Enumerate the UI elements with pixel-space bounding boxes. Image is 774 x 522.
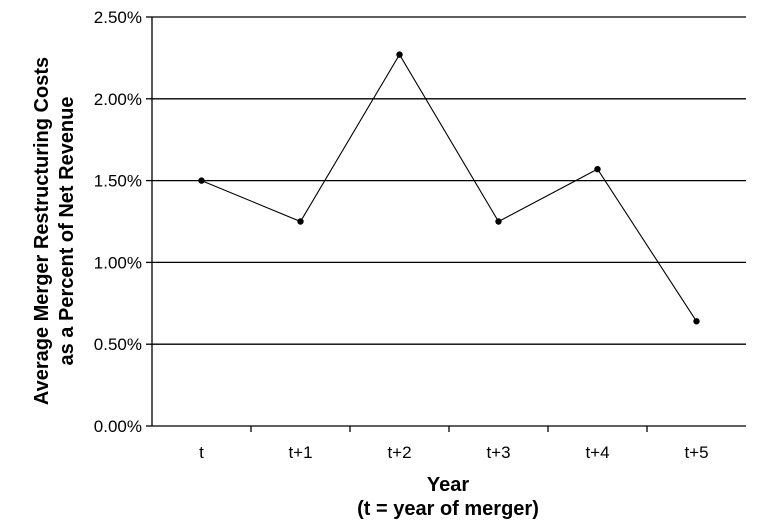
x-tick-label: t: [199, 443, 204, 462]
x-tick-label: t+4: [585, 443, 609, 462]
x-tick-label: t+3: [486, 443, 510, 462]
y-tick-label: 1.00%: [94, 253, 142, 272]
data-point: [594, 165, 601, 173]
series-line: [201, 53, 697, 322]
data-point: [297, 218, 304, 225]
data-point: [198, 177, 205, 184]
y-tick-label: 0.50%: [94, 335, 142, 354]
x-axis-title-line2: (t = year of merger): [357, 498, 539, 520]
data-point: [396, 51, 403, 58]
x-tick-label: t+5: [684, 443, 708, 462]
y-axis-title-line2: as a Percent of Net Revenue: [56, 97, 78, 366]
data-point: [693, 318, 700, 325]
y-tick-label: 2.50%: [94, 8, 142, 27]
y-tick-labels: 0.00% 0.50% 1.00% 1.50% 2.00% 2.50%: [94, 8, 142, 436]
axes: [146, 16, 746, 432]
x-tick-label: t+2: [387, 443, 411, 462]
x-axis-title-line1: Year: [427, 474, 469, 496]
y-tick-label: 0.00%: [94, 417, 142, 436]
series-layer: [198, 51, 700, 325]
data-point: [495, 218, 502, 225]
y-axis-title-line1: Average Merger Restructuring Costs: [31, 57, 53, 405]
x-tick-labels: t t+1 t+2 t+3 t+4 t+5: [199, 443, 708, 462]
y-tick-label: 1.50%: [94, 172, 142, 191]
x-tick-label: t+1: [288, 443, 312, 462]
y-tick-label: 2.00%: [94, 90, 142, 109]
gridlines: [152, 16, 746, 345]
